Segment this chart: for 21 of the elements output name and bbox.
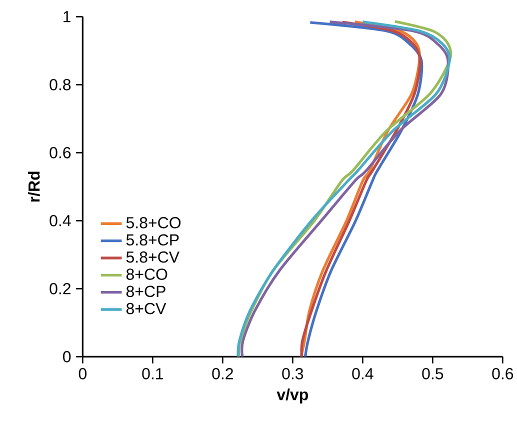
x-tick-label: 0 [78,368,86,380]
x-axis-title: v/vp [276,388,308,404]
y-tick-label: 0 [63,351,71,362]
y-tick-label: 1 [64,11,71,22]
legend-label: 5.8+CO [126,217,181,228]
x-tick-label: 0.2 [212,368,233,380]
y-tick-label: 0.2 [50,283,70,294]
x-tick-label: 0.5 [422,368,444,380]
legend-label: 5.8+CV [126,251,180,263]
y-axis-title: r/Rd [28,172,40,202]
x-tick-label: 0.3 [282,368,304,380]
x-tick-label: 0.1 [142,368,164,380]
legend-label: 8+CP [126,286,166,298]
legend-label: 8+CO [126,268,168,280]
y-tick-label: 0.6 [50,147,71,158]
x-tick-label: 0.4 [352,368,374,380]
legend-label: 8+CV [126,302,166,314]
y-tick-label: 0.8 [50,79,71,90]
x-tick-label: 0.6 [492,368,514,380]
y-tick-label: 0.4 [50,215,71,226]
legend-label: 5.8+CP [126,234,179,246]
